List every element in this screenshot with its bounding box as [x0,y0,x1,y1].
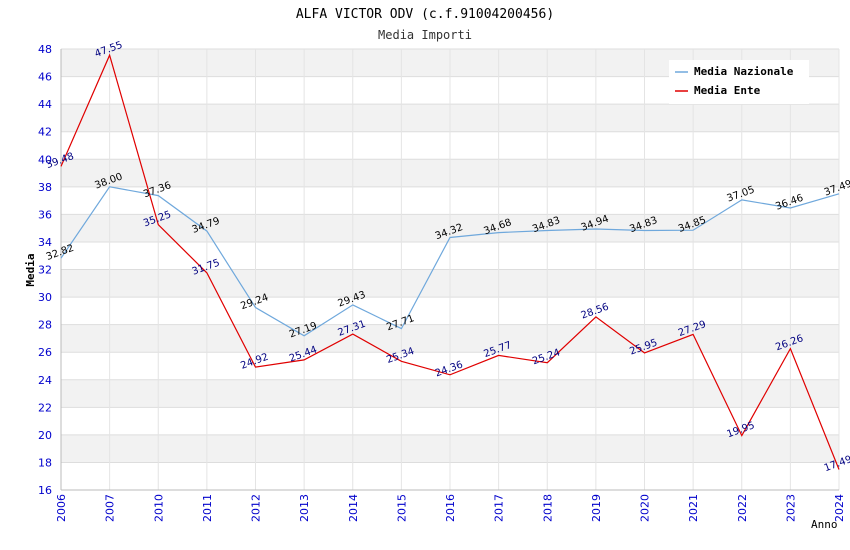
x-tick-label: 2010 [152,494,165,522]
y-axis-ticks: 16 18 20 22 24 26 28 30 32 34 36 38 40 42 44 46 48 [38,43,52,497]
y-tick-label: 36 [38,208,52,221]
y-tick-label: 48 [38,43,52,56]
chart-title: ALFA VICTOR ODV (c.f.91004200456) [296,7,554,22]
y-tick-label: 20 [38,429,52,442]
x-tick-label: 2024 [833,494,846,522]
x-tick-label: 2019 [590,494,603,522]
y-tick-label: 16 [38,484,52,497]
x-tick-label: 2012 [250,494,263,522]
y-tick-label: 28 [38,319,52,332]
x-tick-label: 2020 [639,494,652,522]
x-tick-label: 2018 [541,494,554,522]
y-tick-label: 22 [38,401,52,414]
x-tick-label: 2006 [55,494,68,522]
y-tick-label: 24 [38,374,52,387]
x-axis-ticks: 2006 2007 2010 2011 2012 2013 2014 2015 2016 2017… [55,494,846,522]
y-tick-label: 32 [38,264,52,277]
x-tick-label: 2022 [736,494,749,522]
x-tick-label: 2013 [298,494,311,522]
x-tick-label: 2014 [347,494,360,522]
grid-lines [60,48,840,491]
x-tick-label: 2017 [493,494,506,522]
x-tick-label: 2011 [201,494,214,522]
data-label: 24.36 [434,359,465,379]
y-axis-title: Media [24,253,37,286]
x-tick-label: 2007 [104,494,117,522]
data-label: 36.46 [774,193,805,213]
legend-box [669,60,809,104]
x-tick-label: 2023 [784,494,797,522]
series-lines [60,53,840,470]
y-tick-label: 40 [38,153,52,166]
y-tick-label: 46 [38,71,52,84]
y-tick-label: 30 [38,291,52,304]
legend-label-ente: Media Ente [694,84,761,97]
data-label: 24.92 [239,352,270,372]
y-tick-label: 38 [38,181,52,194]
chart-subtitle: Media Importi [378,28,472,42]
data-label: 28.56 [580,301,611,321]
x-tick-label: 2016 [444,494,457,522]
y-tick-label: 26 [38,346,52,359]
y-tick-label: 42 [38,126,52,139]
y-tick-label: 18 [38,456,52,469]
y-tick-label: 34 [38,236,52,249]
x-tick-label: 2015 [395,494,408,522]
x-tick-label: 2021 [687,494,700,522]
y-tick-label: 44 [38,98,52,111]
legend-label-nazionale: Media Nazionale [694,65,794,78]
x-axis-title: Anno [811,518,838,531]
legend: Media Nazionale Media Ente [669,60,809,104]
